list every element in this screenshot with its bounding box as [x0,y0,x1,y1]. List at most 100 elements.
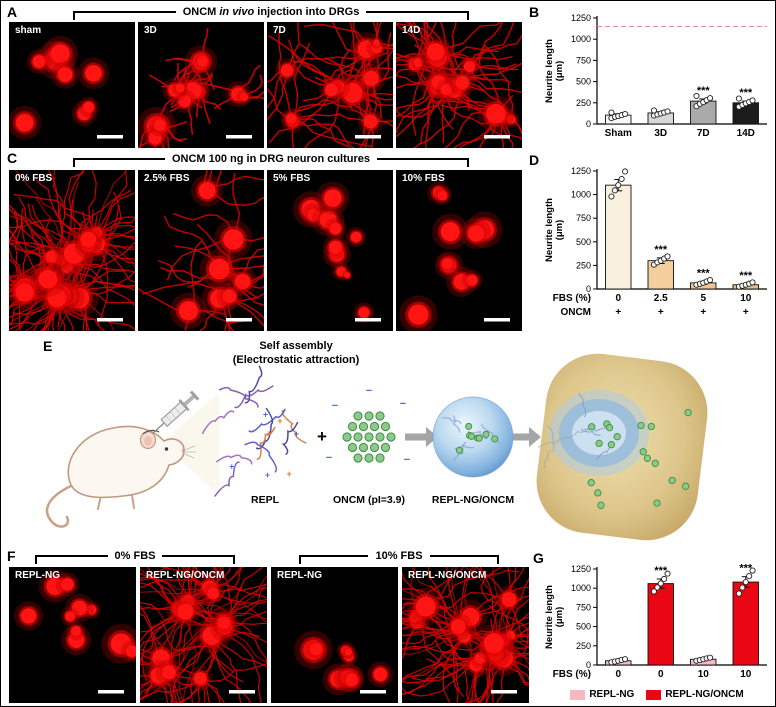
arrow-right-icon [405,427,438,447]
svg-text:−: − [326,452,332,464]
self-assembly-schematic: + + + + + + + − − − − − + REPL ONCM (pI=3.9) REPL-… [45,353,708,541]
mouse-tail [45,483,75,528]
legend-label: REPL-NG/ONCM [665,689,744,700]
svg-text:7D: 7D [697,128,710,139]
nanogel-sphere [432,396,514,478]
chart-neurite-length-invivo: 0 250 500 750 1000 1250 Neurite length(μm) *** *… [544,13,767,139]
svg-text:***: *** [739,270,753,282]
bracket-line [35,555,108,564]
svg-text:250: 250 [576,98,591,108]
svg-text:1250: 1250 [571,13,591,23]
svg-text:1000: 1000 [571,583,591,593]
panel-g-legend: REPL-NG REPL-NG/ONCM [539,689,775,700]
svg-text:***: *** [654,244,668,256]
micro-image-label: 0% FBS [15,173,53,184]
svg-text:+: + [229,461,234,471]
svg-text:10: 10 [740,669,752,680]
assembly-title-line2: (Electrostatic attraction) [232,354,360,367]
svg-text:0: 0 [615,293,621,304]
oncm-label: ONCM (pI=3.9) [333,494,405,506]
micro-image-c-2-5fbs: 2.5% FBS [138,170,264,331]
micro-image-a-sham: sham [9,22,135,148]
plus-sign: + [317,427,327,446]
svg-text:***: *** [697,85,711,97]
micro-image-a-14d: 14D [396,22,522,148]
svg-text:1250: 1250 [571,564,591,574]
panel-c-title-text: ONCM 100 ng in DRG neuron cultures [171,153,371,165]
svg-text:Neurite length(μm): Neurite length(μm) [544,39,565,103]
micro-image-a-7d: 7D [267,22,393,148]
panel-a-label: A [7,4,18,20]
svg-text:0: 0 [658,669,664,680]
bracket-line [299,555,369,564]
svg-text:***: *** [739,563,753,575]
panel-b-label: B [529,4,540,20]
oncm-protein-cluster: − − − − − [326,385,410,466]
micro-image-label: 2.5% FBS [144,173,190,184]
svg-text:750: 750 [576,55,591,65]
svg-text:+: + [294,429,299,439]
repl-polymer-cluster: + + + + + + + [201,365,307,497]
svg-text:500: 500 [576,77,591,87]
svg-text:3D: 3D [654,128,667,139]
svg-text:FBS (%): FBS (%) [553,669,591,680]
legend-label: REPL-NG [589,689,635,700]
chart-neurite-length-fbs: 0 250 500 750 1000 1250 Neurite length(μm) *** *… [544,166,767,318]
svg-text:***: *** [654,565,668,577]
svg-text:1000: 1000 [571,34,591,44]
svg-text:0: 0 [586,119,591,129]
micro-image-label: REPL-NG/ONCM [146,570,225,581]
micro-image-label: 5% FBS [273,173,311,184]
spotlight-cone [161,393,219,495]
injection-site-mark [142,429,160,435]
panel-c-label: C [7,150,18,166]
svg-text:0: 0 [586,660,591,670]
micro-image-label: 14D [402,25,421,36]
panel-c-title: ONCM 100 ng in DRG neuron cultures [73,153,469,167]
svg-text:1250: 1250 [571,166,591,176]
micro-image-f-replng-0: REPL-NG [9,567,136,703]
panel-g-label: G [533,550,544,566]
svg-text:+: + [265,470,270,480]
legend-swatch-repl-ng [570,689,586,700]
nanogel-label: REPL-NG/ONCM [432,494,515,506]
panel-f-group-10fbs: 10% FBS [299,550,500,564]
svg-text:2.5: 2.5 [654,293,668,304]
svg-text:+: + [263,410,268,420]
svg-text:10: 10 [698,669,710,680]
svg-text:14D: 14D [737,128,755,139]
micro-image-label: 10% FBS [402,173,445,184]
svg-text:500: 500 [576,622,591,632]
svg-text:***: *** [739,87,753,99]
repl-label: REPL [251,494,280,506]
panel-d-label: D [529,152,540,168]
svg-text:+: + [277,416,282,426]
micro-image-label: REPL-NG/ONCM [408,570,487,581]
arrow-right-icon [513,427,541,447]
micro-image-c-0fbs: 0% FBS [9,170,135,331]
group-label: 0% FBS [114,550,156,562]
bracket-line [377,158,469,167]
svg-text:5: 5 [700,293,706,304]
micro-image-label: 7D [273,25,286,36]
bracket-line [73,11,176,20]
panel-a-title-text: ONCM in vivo injection into DRGs [182,6,360,18]
svg-text:10: 10 [740,293,752,304]
svg-text:Neurite length(μm): Neurite length(μm) [544,585,565,649]
legend-item-repl-ng-oncm: REPL-NG/ONCM [646,689,744,700]
bracket-line [429,555,500,564]
panel-f-label: F [7,548,16,564]
svg-text:0: 0 [586,284,591,294]
micro-image-label: sham [15,25,42,36]
svg-text:+: + [658,307,664,318]
panel-f-group-0fbs: 0% FBS [35,550,235,564]
syringe-icon [152,390,200,434]
group-label: 10% FBS [375,550,423,562]
micro-image-label: 3D [144,25,157,36]
micro-image-a-3d: 3D [138,22,264,148]
micro-image-label: REPL-NG [15,570,60,581]
panel-e-label: E [43,338,53,354]
mouse-eye [164,447,169,451]
